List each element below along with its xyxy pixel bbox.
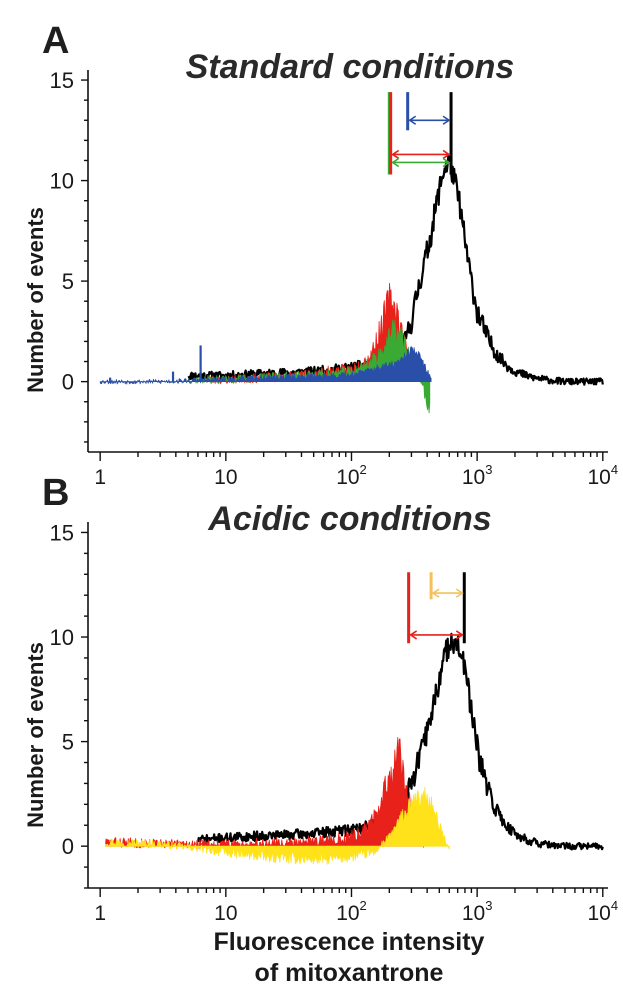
panel-b-series-ffe219-area: [105, 787, 450, 865]
panel-a-arrow-e8211a-head-right: [442, 149, 451, 160]
panel-a-x-tick-label: 1: [94, 466, 106, 489]
panel-a-y-tick-label: 10: [50, 169, 74, 194]
panel-a-x-tick-label: 10: [214, 466, 237, 489]
panel-a-y-tick-label: 5: [62, 269, 74, 294]
panel-a-x-tick-label: 102: [336, 462, 367, 489]
panel-b-series-e8211a-area: [105, 737, 425, 850]
panel-a-arrow-2a4fa8-head-left: [408, 115, 417, 125]
panel-b: B Acidic conditions Number of events 0 5 1…: [23, 472, 618, 925]
panel-b-x-tick-label: 102: [336, 898, 367, 925]
panel-b-y-axis-label: Number of events: [23, 642, 48, 828]
panel-b-x-tick-label: 10: [214, 902, 237, 925]
panel-b-y-tick-label: 15: [50, 520, 74, 545]
panel-a-x-tick-label: 104: [588, 462, 619, 489]
panel-a-y-tick-label: 15: [50, 68, 74, 93]
panel-a-arrow-3aaa35-head-left: [391, 157, 400, 168]
panel-b-y-tick-label: 0: [62, 834, 74, 859]
panel-b-arrow-e8211a-head-left: [409, 630, 418, 640]
panel-letter-b: B: [42, 472, 69, 514]
panel-a-y-tick-label: 0: [62, 370, 74, 395]
panel-b-arrow-f5c15a-head-right: [455, 588, 464, 598]
panel-a: A Standard conditions Number of events 0…: [23, 20, 618, 489]
panel-b-y-tick-label: 5: [62, 730, 74, 755]
panel-b-arrow-e8211a-head-right: [455, 630, 464, 640]
panel-a-arrow-e8211a-head-left: [391, 149, 400, 160]
panel-a-arrow-2a4fa8-head-right: [442, 115, 451, 125]
panel-b-arrow-f5c15a-head-left: [431, 588, 440, 598]
panel-b-title: Acidic conditions: [207, 500, 491, 538]
panel-a-series-2a4fa8-area: [99, 346, 432, 385]
panel-a-arrow-3aaa35-head-right: [442, 157, 451, 168]
panel-a-title: Standard conditions: [186, 48, 515, 86]
panel-b-plot-area: 0 5 10 15 1 10 102 103 104: [50, 520, 619, 925]
panel-b-x-tick-label: 1: [94, 902, 106, 925]
panel-b-x-tick-label: 104: [588, 898, 619, 925]
panel-a-y-axis-label: Number of events: [23, 207, 48, 393]
panel-a-x-tick-label: 103: [462, 462, 493, 489]
x-axis-label-line1: Fluorescence intensity: [214, 928, 485, 956]
panel-b-x-tick-label: 103: [462, 898, 493, 925]
panel-letter-a: A: [42, 20, 69, 62]
x-axis-label-line2: of mitoxantrone: [255, 959, 444, 987]
panel-b-y-tick-label: 10: [50, 625, 74, 650]
panel-a-plot-area: 0 5 10 15 1 10 102 103 104: [50, 68, 619, 489]
